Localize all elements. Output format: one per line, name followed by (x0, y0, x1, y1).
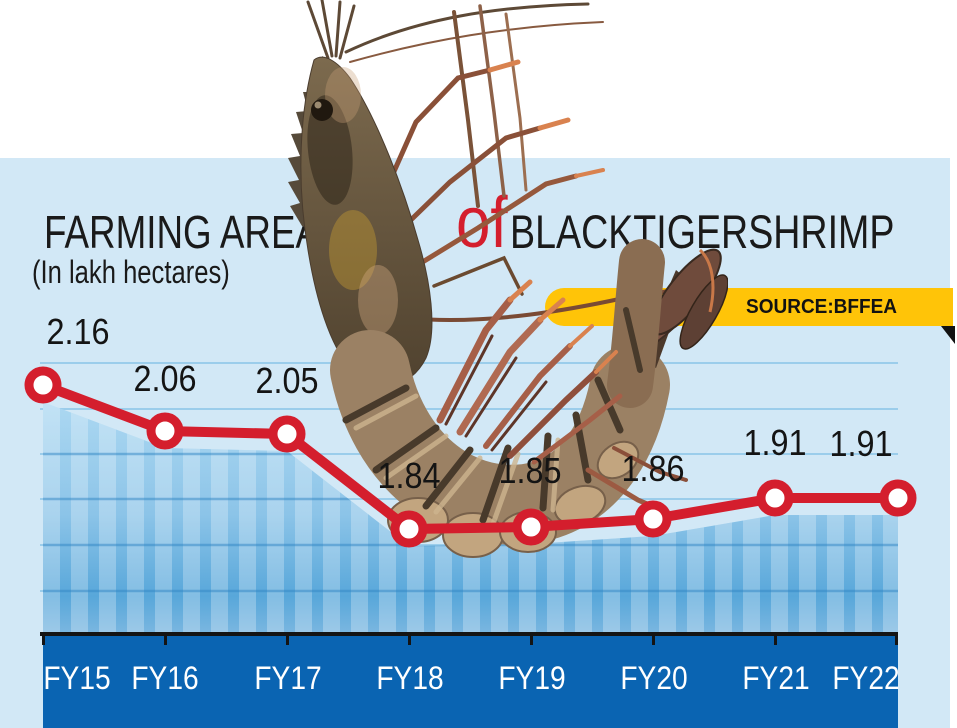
value-label-fy22: 1.91 (829, 423, 893, 464)
trend-line (38, 380, 903, 534)
shrimp-antennae (306, 0, 604, 63)
shrimp-front-legs (373, 4, 724, 322)
data-point-fy22 (879, 479, 917, 517)
value-label-fy15: 2.16 (46, 311, 110, 352)
shrimp-pleopods (436, 279, 688, 515)
data-point-fy20 (634, 500, 672, 538)
value-label-fy21: 1.91 (743, 422, 807, 463)
x-axis-label-fy15: FY15 (43, 660, 111, 696)
x-tick-fy22 (895, 636, 898, 645)
x-axis-label-fy18: FY18 (376, 660, 444, 696)
x-axis-band (43, 636, 898, 728)
shrimp-head (300, 56, 433, 386)
shrimp-head-highlight2 (325, 67, 361, 123)
source-label: SOURCE:BFFEA (746, 296, 897, 318)
page-title-left: FARMING AREA (44, 206, 321, 258)
value-label-fy19: 1.85 (498, 450, 562, 491)
x-axis-label-fy22: FY22 (832, 660, 900, 696)
page-subtitle-unit: (In lakh hectares) (32, 254, 230, 290)
source-banner (545, 288, 953, 326)
shrimp-tail-fan (607, 239, 728, 408)
x-axis-label-fy20: FY20 (620, 660, 688, 696)
x-axis-label-fy17: FY17 (254, 660, 322, 696)
x-axis-label-fy19: FY19 (498, 660, 566, 696)
data-point-fy17 (268, 415, 306, 453)
shrimp-head-shade (307, 95, 353, 205)
value-label-fy20: 1.86 (621, 448, 685, 489)
shrimp-head-highlight (358, 265, 398, 335)
x-tick-fy16 (164, 636, 167, 645)
value-label-fy16: 2.06 (133, 358, 197, 399)
page-title-right: BLACKTIGERSHRIMP (510, 205, 895, 258)
x-tick-fy19 (530, 636, 533, 645)
x-tick-fy17 (286, 636, 289, 645)
x-tick-fy20 (652, 636, 655, 645)
shrimp-head-yellow-patch (329, 210, 377, 290)
value-label-fy18: 1.84 (377, 455, 441, 496)
x-axis-label-fy21: FY21 (742, 660, 810, 696)
data-point-fy16 (146, 412, 184, 450)
value-label-fy17: 2.05 (255, 360, 319, 401)
x-tick-fy21 (774, 636, 777, 645)
data-point-fy18 (390, 510, 428, 548)
data-point-fy19 (512, 508, 550, 546)
shrimp-eye-glint (314, 101, 322, 109)
data-point-fy21 (756, 479, 794, 517)
x-tick-fy15 (42, 636, 45, 645)
x-axis-label-fy16: FY16 (131, 660, 199, 696)
x-tick-fy18 (408, 636, 411, 645)
data-point-fy15 (24, 366, 62, 404)
x-axis-line (40, 632, 898, 636)
